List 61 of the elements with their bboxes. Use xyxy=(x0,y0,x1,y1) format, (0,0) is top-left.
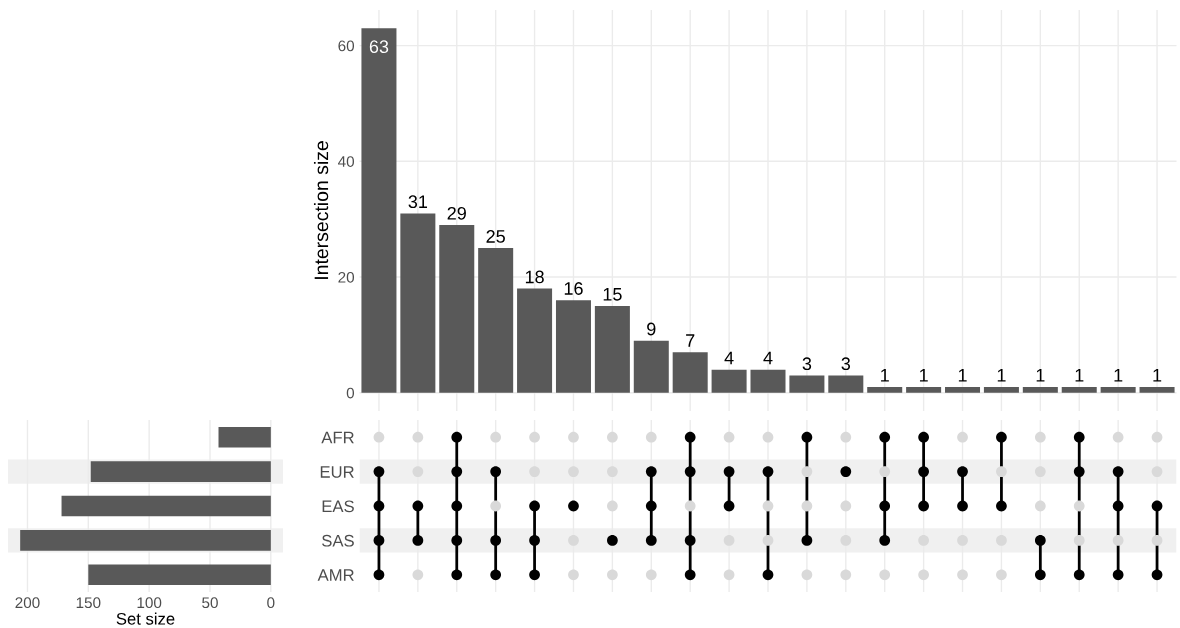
bar xyxy=(945,386,981,393)
data-label: 1 xyxy=(1036,369,1045,382)
x-tick-label: 0 xyxy=(267,597,275,609)
bar xyxy=(789,375,825,393)
y-tick-label: 40 xyxy=(338,156,355,167)
category-label: SAS xyxy=(322,534,354,547)
bar xyxy=(983,386,1019,393)
category-label: AMR xyxy=(317,569,354,581)
data-label: 9 xyxy=(647,322,656,336)
bar xyxy=(672,352,708,393)
y-tick-label: 60 xyxy=(338,40,355,52)
data-label: 1 xyxy=(1153,369,1162,382)
data-label: 4 xyxy=(763,351,773,365)
data-label: 3 xyxy=(802,357,812,371)
data-label: 1 xyxy=(919,369,928,382)
data-label: 3 xyxy=(841,357,851,371)
bar xyxy=(218,426,271,448)
bar xyxy=(478,248,514,393)
bar xyxy=(1139,386,1175,393)
bar xyxy=(439,224,475,393)
bar xyxy=(517,288,553,393)
x-tick-label: 100 xyxy=(137,597,162,609)
bar xyxy=(1100,386,1136,393)
category-label: EUR xyxy=(320,466,354,478)
bar xyxy=(555,300,591,393)
bar xyxy=(61,495,271,517)
category-label: AFR xyxy=(321,431,354,444)
data-label: 25 xyxy=(486,230,505,243)
bar xyxy=(750,369,786,393)
data-label: 1 xyxy=(1075,369,1084,382)
data-label: 15 xyxy=(603,288,622,301)
data-label: 1 xyxy=(997,369,1006,382)
y-axis-title: Intersection size xyxy=(313,141,329,279)
x-tick-label: 150 xyxy=(76,597,101,609)
y-tick-label: 0 xyxy=(346,387,355,399)
x-tick-label: 200 xyxy=(15,597,40,609)
data-label: 1 xyxy=(1114,369,1123,382)
data-label: 18 xyxy=(525,270,544,284)
data-label: 7 xyxy=(686,334,695,347)
data-label: 1 xyxy=(881,369,889,382)
x-axis-title: Set size xyxy=(116,612,175,625)
data-label: 16 xyxy=(564,282,583,295)
category-label: EAS xyxy=(322,500,354,513)
bar xyxy=(711,369,747,393)
bar xyxy=(594,305,630,393)
data-label: 1 xyxy=(958,369,967,382)
bar xyxy=(1061,386,1097,393)
bar xyxy=(828,375,864,393)
data-label: 4 xyxy=(724,351,734,365)
bar xyxy=(400,213,436,393)
bar xyxy=(867,386,903,393)
data-label: 63 xyxy=(369,40,389,54)
data-label: 29 xyxy=(447,206,466,220)
data-label: 31 xyxy=(408,195,428,209)
bar xyxy=(1022,386,1058,393)
bar xyxy=(633,340,669,393)
bar xyxy=(906,386,942,393)
y-tick-label: 20 xyxy=(338,271,355,283)
bar xyxy=(88,564,271,586)
bar xyxy=(361,28,397,393)
x-tick-label: 50 xyxy=(202,597,218,609)
